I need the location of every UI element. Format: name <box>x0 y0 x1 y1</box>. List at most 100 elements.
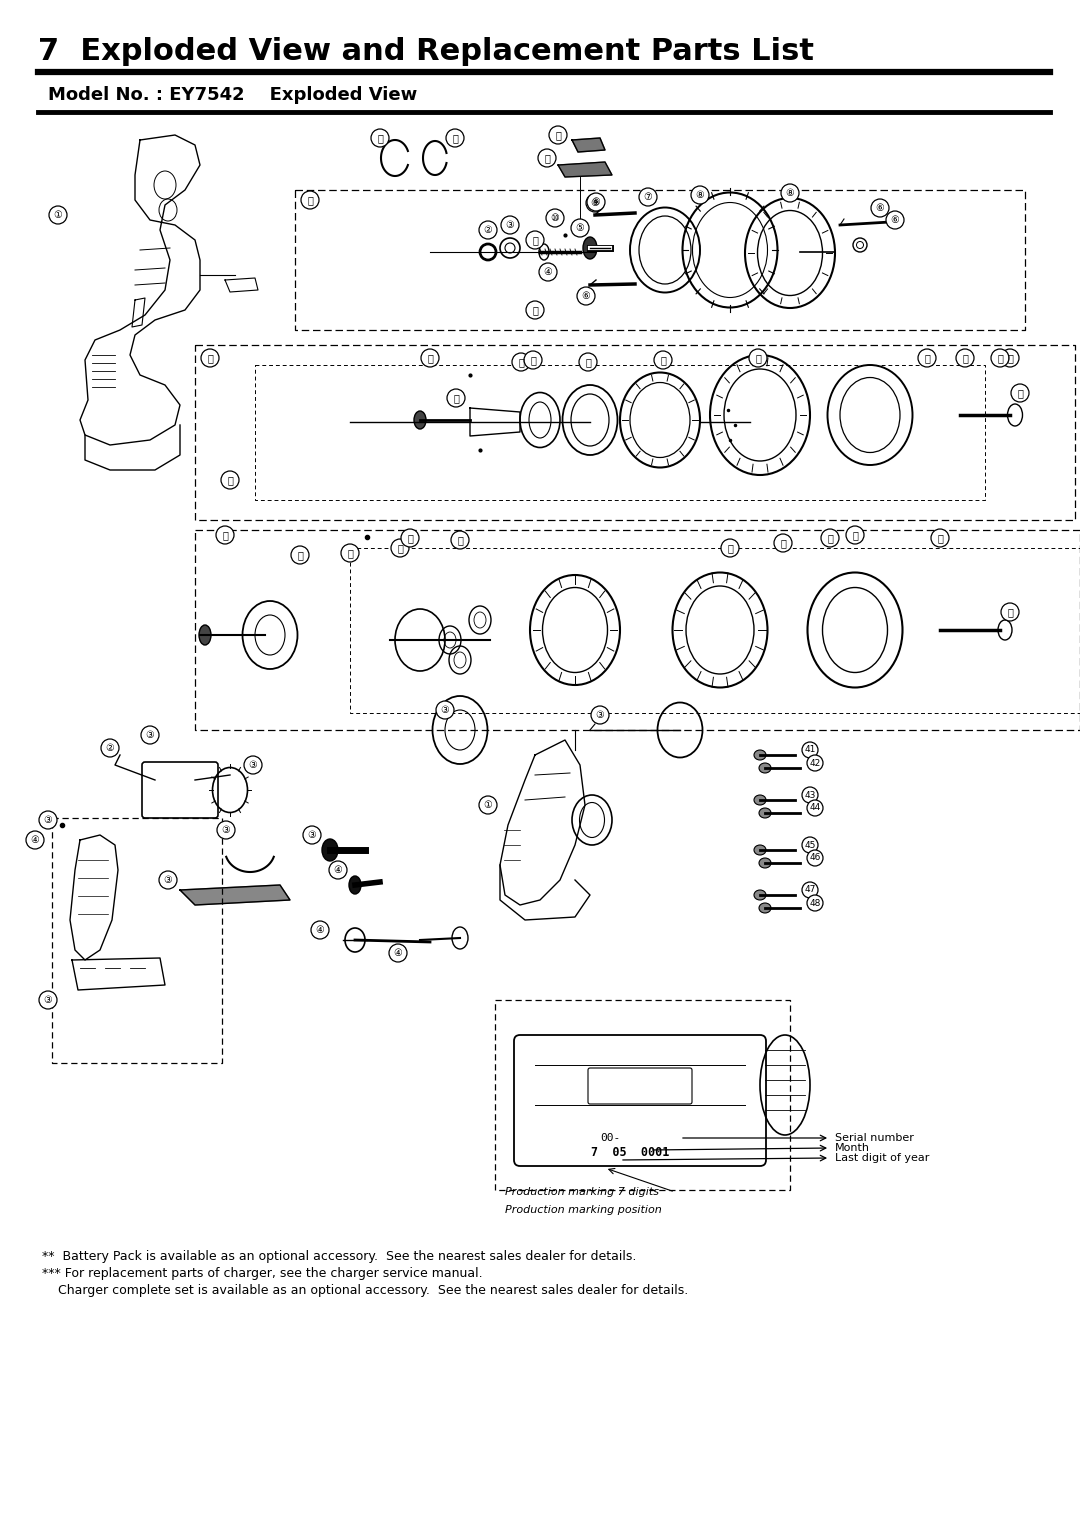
Circle shape <box>1001 604 1020 620</box>
Circle shape <box>956 348 974 367</box>
Text: ⑯: ⑯ <box>453 133 458 144</box>
Circle shape <box>480 796 497 814</box>
Text: ㉖: ㉖ <box>347 549 353 558</box>
Text: ⑳: ⑳ <box>427 353 433 364</box>
Circle shape <box>480 222 497 238</box>
Text: 41: 41 <box>805 746 815 755</box>
Text: ①: ① <box>484 801 492 810</box>
Text: *** For replacement parts of charger, see the charger service manual.: *** For replacement parts of charger, se… <box>42 1267 483 1280</box>
Text: 45: 45 <box>805 840 815 850</box>
Circle shape <box>821 529 839 547</box>
Circle shape <box>918 348 936 367</box>
Text: 44: 44 <box>809 804 821 813</box>
Text: 42: 42 <box>809 758 821 767</box>
Text: ⑰: ⑰ <box>660 354 666 365</box>
Text: ④: ④ <box>393 947 403 958</box>
Text: ③: ③ <box>248 759 257 770</box>
Circle shape <box>802 787 818 804</box>
Circle shape <box>802 743 818 758</box>
Circle shape <box>807 895 823 911</box>
Circle shape <box>591 706 609 724</box>
Circle shape <box>807 850 823 866</box>
Text: ③: ③ <box>43 814 52 825</box>
Text: ㉔: ㉔ <box>780 538 786 549</box>
Circle shape <box>774 533 792 552</box>
Text: Model No. : EY7542    Exploded View: Model No. : EY7542 Exploded View <box>48 86 417 104</box>
Circle shape <box>451 532 469 549</box>
Text: ㉗: ㉗ <box>397 542 403 553</box>
Circle shape <box>721 539 739 558</box>
Circle shape <box>436 701 454 720</box>
Ellipse shape <box>539 244 549 260</box>
Circle shape <box>546 209 564 228</box>
Circle shape <box>303 827 321 843</box>
Circle shape <box>586 194 604 212</box>
Circle shape <box>577 287 595 306</box>
Text: ㉑: ㉑ <box>530 354 536 365</box>
Circle shape <box>802 882 818 898</box>
Circle shape <box>39 811 57 830</box>
Text: ⑪: ⑪ <box>532 306 538 315</box>
Text: 47: 47 <box>805 886 815 894</box>
Polygon shape <box>558 162 612 177</box>
Text: ⑮: ⑮ <box>377 133 383 144</box>
Ellipse shape <box>759 808 771 817</box>
Circle shape <box>639 188 657 206</box>
Ellipse shape <box>583 237 597 260</box>
Circle shape <box>538 150 556 167</box>
Circle shape <box>526 231 544 249</box>
Text: ⑥: ⑥ <box>891 215 900 225</box>
Text: ⑨: ⑨ <box>591 199 599 208</box>
Ellipse shape <box>199 625 211 645</box>
Text: ③: ③ <box>164 876 173 885</box>
Circle shape <box>102 740 119 756</box>
Circle shape <box>141 726 159 744</box>
Text: ㉕: ㉕ <box>827 533 833 542</box>
Text: Serial number: Serial number <box>835 1132 914 1143</box>
Ellipse shape <box>759 762 771 773</box>
Circle shape <box>931 529 949 547</box>
Ellipse shape <box>754 795 766 805</box>
Text: ⑮: ⑮ <box>1017 388 1023 397</box>
Text: ⑮: ⑮ <box>924 353 930 364</box>
Ellipse shape <box>759 859 771 868</box>
Circle shape <box>329 860 347 879</box>
Text: ③: ③ <box>441 704 449 715</box>
Circle shape <box>526 301 544 319</box>
Text: 46: 46 <box>809 854 821 862</box>
Text: ⑩: ⑩ <box>551 212 559 223</box>
Text: ③: ③ <box>43 995 52 1005</box>
Text: ⑧: ⑧ <box>785 188 795 199</box>
Circle shape <box>539 263 557 281</box>
Text: **  Battery Pack is available as an optional accessory.  See the nearest sales d: ** Battery Pack is available as an optio… <box>42 1250 636 1264</box>
Circle shape <box>886 211 904 229</box>
Circle shape <box>446 128 464 147</box>
Circle shape <box>802 837 818 853</box>
Circle shape <box>588 193 605 211</box>
Text: ㉑: ㉑ <box>457 535 463 545</box>
Text: ⑥: ⑥ <box>876 203 885 212</box>
Text: ㉒: ㉒ <box>962 353 968 364</box>
Circle shape <box>807 801 823 816</box>
Text: ②: ② <box>106 743 114 753</box>
Text: Month: Month <box>835 1143 870 1154</box>
Text: ㉕: ㉕ <box>297 550 302 559</box>
Text: 00-: 00- <box>599 1132 620 1143</box>
Circle shape <box>1011 384 1029 402</box>
Text: ⑥: ⑥ <box>582 290 591 301</box>
Text: ⑮: ⑮ <box>307 196 313 205</box>
Text: ⑯: ⑯ <box>755 353 761 364</box>
Circle shape <box>301 191 319 209</box>
Text: ⑥: ⑥ <box>592 197 600 206</box>
Circle shape <box>991 348 1009 367</box>
Circle shape <box>512 353 530 371</box>
Circle shape <box>391 539 409 558</box>
Circle shape <box>221 471 239 489</box>
Text: ⑯: ⑯ <box>1007 353 1013 364</box>
Text: 48: 48 <box>809 898 821 908</box>
Text: ⑲: ⑲ <box>518 358 524 367</box>
Ellipse shape <box>754 750 766 759</box>
Text: 7  05  0001: 7 05 0001 <box>591 1146 670 1158</box>
Text: ③: ③ <box>221 825 230 834</box>
Ellipse shape <box>759 903 771 914</box>
